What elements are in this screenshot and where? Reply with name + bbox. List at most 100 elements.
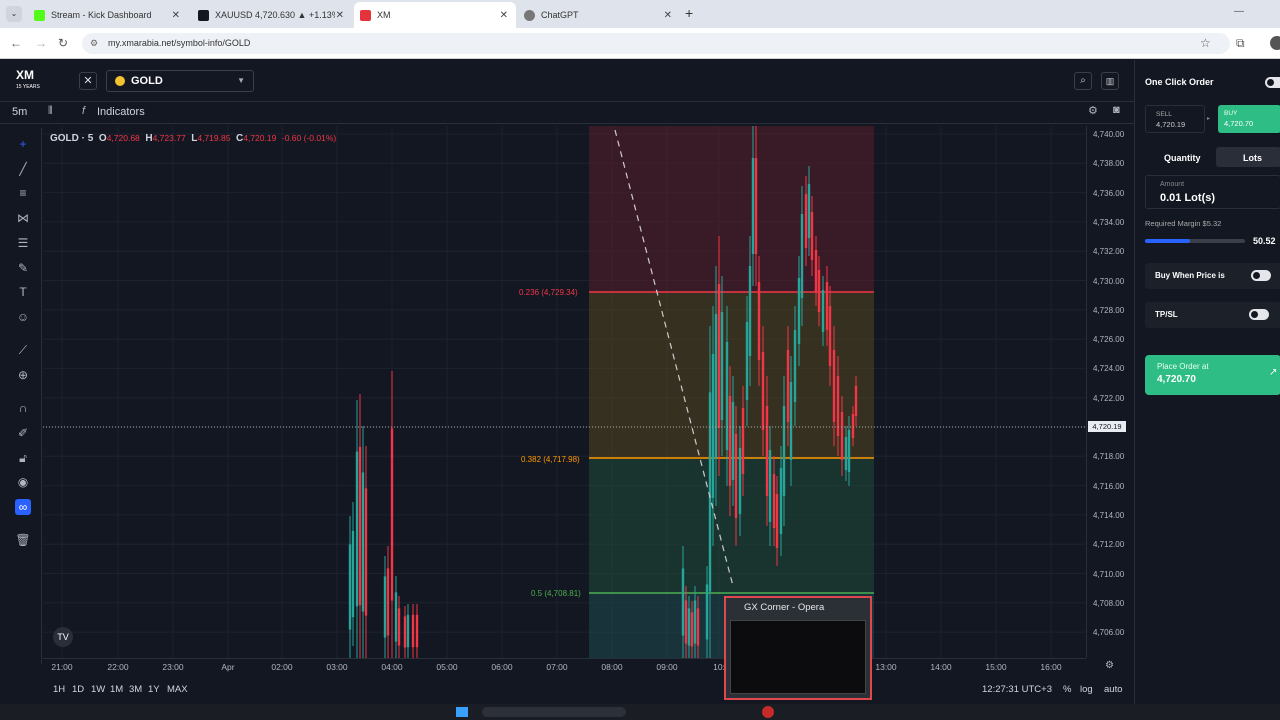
candle-body [361, 472, 365, 612]
ruler-icon[interactable]: ⟋ [18, 343, 28, 357]
close-symbol-button[interactable]: ✕ [79, 72, 97, 90]
tab-lots[interactable]: Lots [1216, 147, 1280, 167]
lock-icon[interactable]: 🔓︎ [19, 451, 27, 465]
url-field[interactable]: ⚙ my.xmarabia.net/symbol-info/GOLD [82, 33, 1230, 54]
link-icon[interactable]: ∞ [15, 499, 31, 515]
chart-type-icon[interactable]: ⫴ [48, 105, 53, 117]
range-button-1m[interactable]: 1M [110, 684, 124, 695]
search-button[interactable]: ⌕ [1074, 72, 1092, 90]
star-icon[interactable]: ☆ [1200, 36, 1211, 50]
range-button-1d[interactable]: 1D [72, 684, 85, 695]
tab-quantity[interactable]: Quantity [1164, 153, 1201, 163]
browser-tab-xauusd[interactable]: XAUUSD 4,720.630 ▲ +1.13% | ✕ [192, 4, 352, 26]
symbol-selector[interactable]: GOLD ▼ [106, 70, 254, 92]
range-button-1h[interactable]: 1H [53, 684, 66, 695]
range-button-3m[interactable]: 3M [129, 684, 143, 695]
range-button-1y[interactable]: 1Y [148, 684, 160, 695]
amount-field[interactable]: Amount 0.01 Lot(s) [1145, 175, 1280, 209]
eye-icon[interactable]: ◉ [17, 475, 29, 489]
trash-icon[interactable]: 🗑︎ [15, 533, 31, 547]
opera-icon[interactable] [762, 706, 774, 718]
candle-body [390, 428, 394, 601]
candle-body [386, 568, 390, 636]
brush-icon[interactable]: ✎ [17, 261, 29, 275]
close-tab-icon[interactable]: ✕ [663, 9, 672, 21]
text-icon[interactable]: T [19, 285, 27, 299]
reload-icon[interactable]: ↻ [58, 36, 69, 50]
time-axis[interactable]: 21:00 22:00 23:00 Apr 02:00 03:00 04:00 05:00 06… [43, 658, 1086, 676]
tpsl-toggle[interactable] [1249, 309, 1269, 320]
place-order-button[interactable]: Place Order at 4,720.70 ↗ [1145, 355, 1280, 395]
sell-button[interactable]: SELL 4,720.19 [1145, 105, 1205, 133]
legend-close: 4,720.19 [243, 133, 277, 143]
candle-body [832, 350, 836, 422]
fib-label-0236: 0.236 (4,729.34) [519, 288, 578, 297]
settings-icon[interactable]: ⚙ [1088, 105, 1098, 117]
close-tab-icon[interactable]: ✕ [499, 9, 508, 21]
close-tab-icon[interactable]: ✕ [171, 9, 180, 21]
avatar[interactable] [1270, 36, 1280, 50]
tab-lots-label: Lots [1243, 153, 1262, 163]
legend-open: 4,720.68 [106, 133, 140, 143]
candle-body [734, 434, 738, 518]
time-settings-icon[interactable]: ⚙ [1105, 660, 1114, 671]
buy-when-toggle[interactable] [1251, 270, 1271, 281]
back-icon[interactable]: ← [10, 36, 22, 50]
fib-icon[interactable]: ☰ [17, 236, 29, 250]
crosshair-icon[interactable]: + [19, 137, 27, 151]
margin-slider-fill [1145, 239, 1190, 243]
time-tick-label: 07:00 [546, 662, 568, 672]
range-button-1w[interactable]: 1W [91, 684, 106, 695]
browser-tab-kick[interactable]: Stream - Kick Dashboard ✕ [28, 4, 188, 26]
order-panel: One Click Order SELL 4,720.19 ▸ BUY 4,72… [1134, 60, 1280, 704]
one-click-toggle[interactable] [1265, 77, 1280, 88]
taskbar-search[interactable] [482, 707, 626, 717]
margin-slider[interactable] [1145, 239, 1245, 243]
candle-body [364, 488, 368, 616]
price-axis[interactable]: 4,740.00 4,738.00 4,736.00 4,734.00 4,732.00… [1086, 126, 1134, 658]
stay-drawing-icon[interactable]: ✐ [17, 426, 29, 440]
zoom-in-icon[interactable]: ⊕ [17, 368, 29, 382]
price-tick-label: 4,712.00 [1093, 540, 1125, 550]
emoji-icon[interactable]: ☺ [16, 310, 30, 324]
log-scale-button[interactable]: log [1080, 684, 1093, 695]
buy-button[interactable]: BUY 4,720.70 [1218, 105, 1280, 133]
time-tick-label: 04:00 [381, 662, 403, 672]
minimize-icon[interactable]: — [1234, 6, 1244, 17]
browser-tab-strip: ⌄ Stream - Kick Dashboard ✕ XAUUSD 4,720… [0, 0, 1280, 28]
tab-list-button[interactable]: ⌄ [6, 6, 22, 22]
candle-body [800, 214, 804, 298]
camera-icon[interactable]: ◙ [1113, 104, 1120, 116]
candle-body [383, 576, 387, 638]
popup-title: GX Corner - Opera [744, 602, 825, 613]
layout-toggle-button[interactable]: ▥ [1101, 72, 1119, 90]
candle-body [415, 614, 419, 648]
candle-body [789, 382, 793, 460]
range-button-max[interactable]: MAX [167, 684, 188, 695]
candle-body [711, 354, 715, 498]
percent-scale-button[interactable]: % [1063, 684, 1072, 695]
indicators-button[interactable]: Indicators [97, 106, 145, 118]
chatgpt-icon [524, 9, 535, 21]
trend-line-icon[interactable]: ╱ [19, 162, 27, 176]
windows-start-icon[interactable] [456, 707, 468, 717]
horizontal-lines-icon[interactable]: ≡ [19, 186, 27, 200]
candle-body [851, 414, 855, 438]
new-tab-button[interactable]: + [685, 5, 694, 21]
forward-icon[interactable]: → [35, 36, 47, 50]
extensions-icon[interactable]: ⧉ [1236, 36, 1245, 50]
amount-label: Amount [1160, 181, 1185, 188]
buy-price: 4,720.70 [1224, 119, 1254, 128]
price-chart[interactable] [43, 126, 1086, 658]
magnet-icon[interactable]: ∩ [18, 401, 28, 415]
close-tab-icon[interactable]: ✕ [335, 9, 344, 21]
interval-button[interactable]: 5m [12, 106, 28, 118]
site-info-icon[interactable]: ⚙ [90, 38, 99, 48]
pattern-icon[interactable]: ⋈ [17, 211, 29, 225]
auto-scale-button[interactable]: auto [1104, 684, 1123, 695]
browser-tab-xm[interactable]: XM ✕ [354, 2, 516, 28]
logo-text: XM [16, 68, 34, 82]
opera-preview-popup[interactable]: GX Corner - Opera [724, 596, 872, 700]
browser-tab-chatgpt[interactable]: ChatGPT ✕ [518, 4, 680, 26]
candle-body [731, 402, 735, 480]
